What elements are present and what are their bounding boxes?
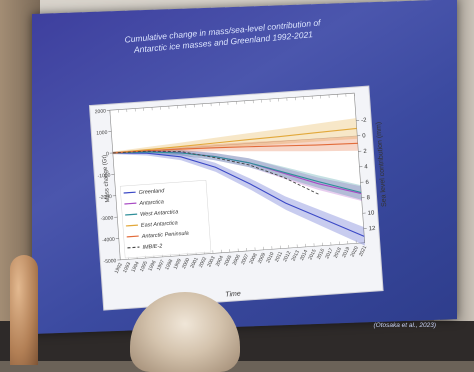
y-tick-label: -5000 — [103, 258, 116, 265]
y-tick-label: 1000 — [96, 130, 108, 137]
legend-swatch — [125, 214, 137, 215]
y2-tick-label: 12 — [369, 226, 377, 232]
legend-swatch — [124, 192, 136, 193]
legend-swatch — [127, 247, 139, 248]
y-tick-label: -4000 — [102, 237, 115, 244]
audience-member-left — [10, 255, 38, 365]
y-tick-label: 2000 — [95, 108, 107, 115]
slide-credit: (Otosaka et al., 2023) — [373, 322, 436, 329]
y-tick-label: -3000 — [100, 215, 113, 222]
legend-swatch — [127, 236, 139, 237]
x-axis-label: Time — [225, 291, 241, 299]
legend-swatch — [126, 225, 138, 226]
legend-swatch — [124, 203, 136, 204]
chart: 200010000-1000-2000-3000-4000-5000-20246… — [0, 0, 474, 361]
y2-axis-label: Sea level contribution (mm) — [375, 122, 388, 207]
y2-tick-label: 10 — [367, 210, 375, 216]
